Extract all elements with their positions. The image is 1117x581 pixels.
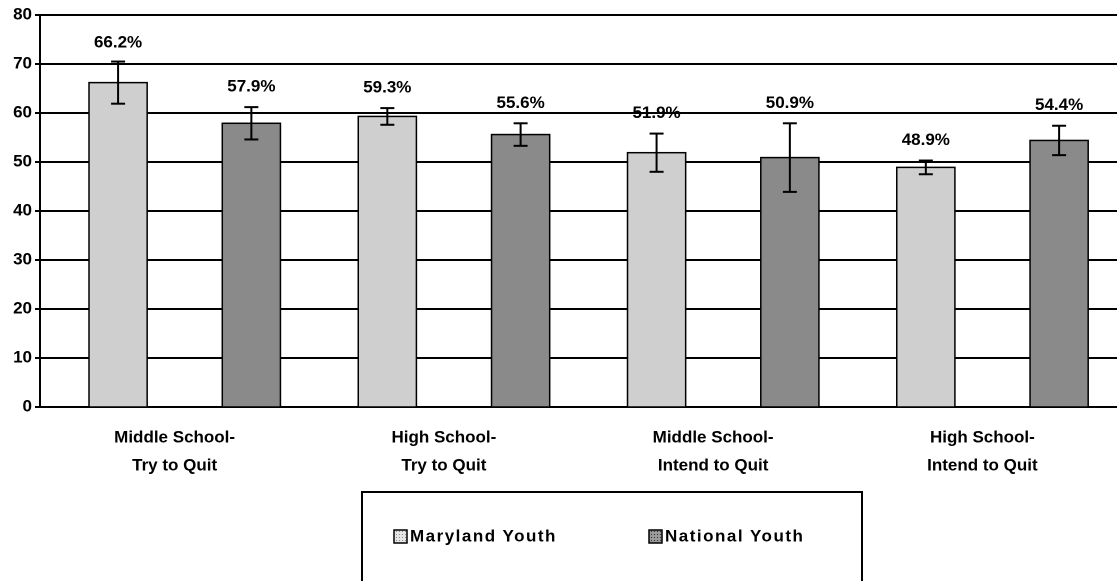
- x-tick-label: Middle School-: [114, 427, 235, 446]
- data-label: 57.9%: [227, 77, 275, 96]
- legend-swatch: [393, 529, 408, 544]
- y-tick-label: 50: [13, 151, 32, 170]
- data-label: 51.9%: [632, 103, 680, 122]
- error-bar: [782, 122, 797, 193]
- bar: [626, 151, 687, 408]
- y-tick-label: 40: [13, 200, 32, 219]
- bar: [357, 115, 418, 408]
- data-label: 50.9%: [766, 93, 814, 112]
- data-label: 59.3%: [363, 78, 411, 97]
- x-tick-label: Intend to Quit: [927, 455, 1038, 474]
- x-tick-label: Try to Quit: [401, 455, 486, 474]
- y-tick-label: 0: [23, 396, 32, 415]
- bar: [490, 133, 551, 408]
- x-tick-label: High School-: [391, 427, 496, 446]
- y-tick-label: 20: [13, 298, 32, 317]
- error-bar: [918, 159, 933, 176]
- data-label: 54.4%: [1035, 95, 1083, 114]
- x-tick-label: Intend to Quit: [658, 455, 769, 474]
- y-tick-label: 70: [13, 53, 32, 72]
- x-tick-label: High School-: [930, 427, 1035, 446]
- bar: [896, 166, 956, 408]
- error-bar: [1052, 124, 1067, 157]
- error-bar: [513, 122, 528, 147]
- bar: [88, 81, 148, 408]
- data-label: 48.9%: [902, 130, 950, 149]
- bar: [1029, 139, 1089, 408]
- bar: [760, 156, 820, 408]
- data-label: 66.2%: [94, 32, 142, 51]
- y-tick-label: 30: [13, 249, 32, 268]
- legend-label: National Youth: [665, 526, 804, 545]
- bar: [221, 122, 282, 408]
- error-bar: [380, 107, 395, 126]
- x-tick-label: Try to Quit: [132, 455, 217, 474]
- y-tick-label: 60: [13, 102, 32, 121]
- x-tick-label: Middle School-: [653, 427, 774, 446]
- legend-box: [361, 491, 863, 581]
- legend-swatch: [648, 529, 663, 544]
- legend-label: Maryland Youth: [410, 526, 557, 545]
- error-bar: [649, 132, 664, 173]
- error-bar: [244, 106, 259, 141]
- error-bar: [111, 60, 126, 105]
- data-label: 55.6%: [497, 93, 545, 112]
- y-tick-label: 80: [13, 4, 32, 23]
- y-tick-label: 10: [13, 347, 32, 366]
